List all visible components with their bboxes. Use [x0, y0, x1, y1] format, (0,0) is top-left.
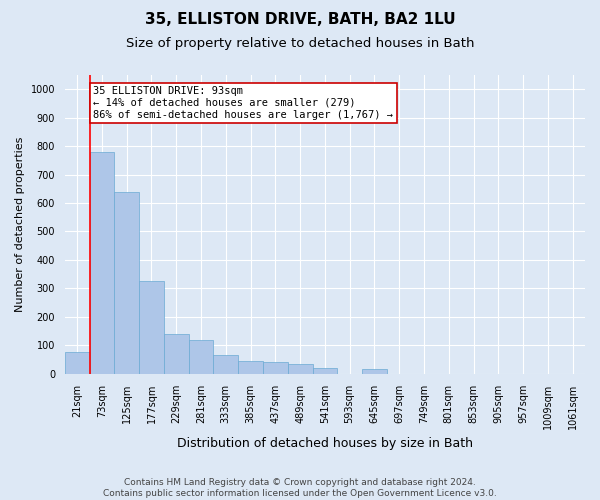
Bar [164, 334, 188, 374]
X-axis label: Distribution of detached houses by size in Bath: Distribution of detached houses by size … [177, 437, 473, 450]
Text: 35, ELLISTON DRIVE, BATH, BA2 1LU: 35, ELLISTON DRIVE, BATH, BA2 1LU [145, 12, 455, 28]
Bar [139, 281, 164, 374]
Bar [238, 361, 263, 374]
Text: 35 ELLISTON DRIVE: 93sqm
← 14% of detached houses are smaller (279)
86% of semi-: 35 ELLISTON DRIVE: 93sqm ← 14% of detach… [93, 86, 393, 120]
Bar [313, 368, 337, 374]
Bar [288, 364, 313, 374]
Bar [115, 192, 139, 374]
Bar [214, 355, 238, 374]
Bar [65, 352, 89, 374]
Y-axis label: Number of detached properties: Number of detached properties [15, 136, 25, 312]
Bar [89, 152, 115, 374]
Text: Contains HM Land Registry data © Crown copyright and database right 2024.
Contai: Contains HM Land Registry data © Crown c… [103, 478, 497, 498]
Text: Size of property relative to detached houses in Bath: Size of property relative to detached ho… [126, 38, 474, 51]
Bar [263, 362, 288, 374]
Bar [188, 340, 214, 374]
Bar [362, 370, 387, 374]
